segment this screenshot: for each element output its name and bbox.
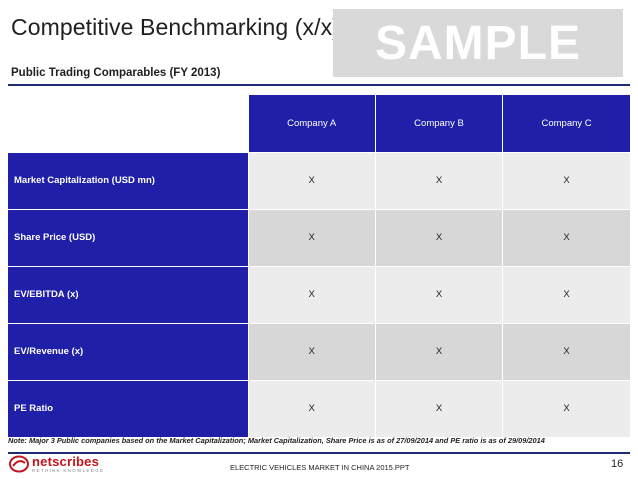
benchmark-table: Company A Company B Company C Market Cap… — [8, 95, 630, 437]
footer-divider — [8, 452, 630, 454]
table-row: Share Price (USD) X X X — [8, 208, 630, 266]
row-label-ev-revenue: EV/Revenue (x) — [8, 322, 248, 380]
table-cell: X — [502, 265, 630, 323]
column-header-company-c: Company C — [502, 95, 630, 152]
table-cell: X — [247, 208, 376, 266]
column-header-company-a: Company A — [247, 95, 376, 152]
table-cell: X — [374, 322, 503, 380]
logo-tagline: RETHINK KNOWLEDGE — [32, 468, 105, 473]
table-header-row: Company A Company B Company C — [8, 95, 630, 152]
table-cell: X — [502, 322, 630, 380]
sample-watermark: SAMPLE — [333, 9, 623, 77]
column-header-company-b: Company B — [374, 95, 503, 152]
logo-wordmark: netscribes — [32, 454, 100, 469]
row-label-share-price: Share Price (USD) — [8, 208, 248, 266]
row-label-market-cap: Market Capitalization (USD mn) — [8, 151, 248, 209]
table-row: EV/EBITDA (x) X X X — [8, 265, 630, 323]
page-number: 16 — [611, 458, 624, 470]
table-row: Market Capitalization (USD mn) X X X — [8, 151, 630, 209]
logo-mark-icon — [9, 455, 29, 473]
table-cell: X — [374, 208, 503, 266]
row-label-pe-ratio: PE Ratio — [8, 379, 248, 437]
table-cell: X — [502, 208, 630, 266]
table-cell: X — [374, 151, 503, 209]
table-cell: X — [502, 379, 630, 437]
table-corner-cell — [8, 95, 248, 152]
table-cell: X — [247, 151, 376, 209]
page-title: Competitive Benchmarking (x/x) — [11, 14, 340, 40]
table-cell: X — [374, 379, 503, 437]
table-row: PE Ratio X X X — [8, 379, 630, 437]
table-cell: X — [374, 265, 503, 323]
header-divider — [8, 84, 630, 86]
row-label-ev-ebitda: EV/EBITDA (x) — [8, 265, 248, 323]
netscribes-logo: netscribes RETHINK KNOWLEDGE — [9, 455, 104, 474]
table-cell: X — [247, 379, 376, 437]
document-name: ELECTRIC VEHICLES MARKET IN CHINA 2015.P… — [230, 463, 410, 472]
table-cell: X — [502, 151, 630, 209]
table-cell: X — [247, 322, 376, 380]
table-cell: X — [247, 265, 376, 323]
section-subtitle: Public Trading Comparables (FY 2013) — [11, 67, 221, 79]
table-row: EV/Revenue (x) X X X — [8, 322, 630, 380]
footnote: Note: Major 3 Public companies based on … — [8, 436, 545, 445]
